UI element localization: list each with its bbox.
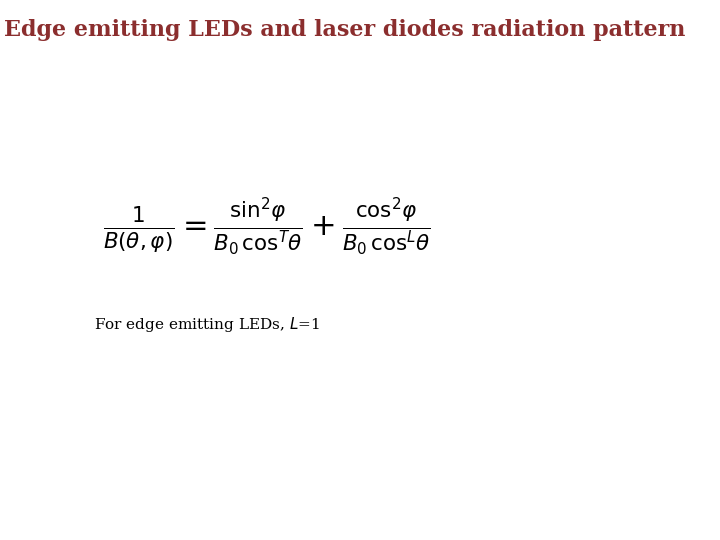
Text: For edge emitting LEDs, $L$=1: For edge emitting LEDs, $L$=1 <box>94 314 320 334</box>
Text: Edge emitting LEDs and laser diodes radiation pattern: Edge emitting LEDs and laser diodes radi… <box>4 19 685 41</box>
Text: $\frac{1}{B(\theta,\varphi)} = \frac{\sin^2\!\varphi}{B_0\,\cos^T\!\theta} + \fr: $\frac{1}{B(\theta,\varphi)} = \frac{\si… <box>103 195 430 258</box>
